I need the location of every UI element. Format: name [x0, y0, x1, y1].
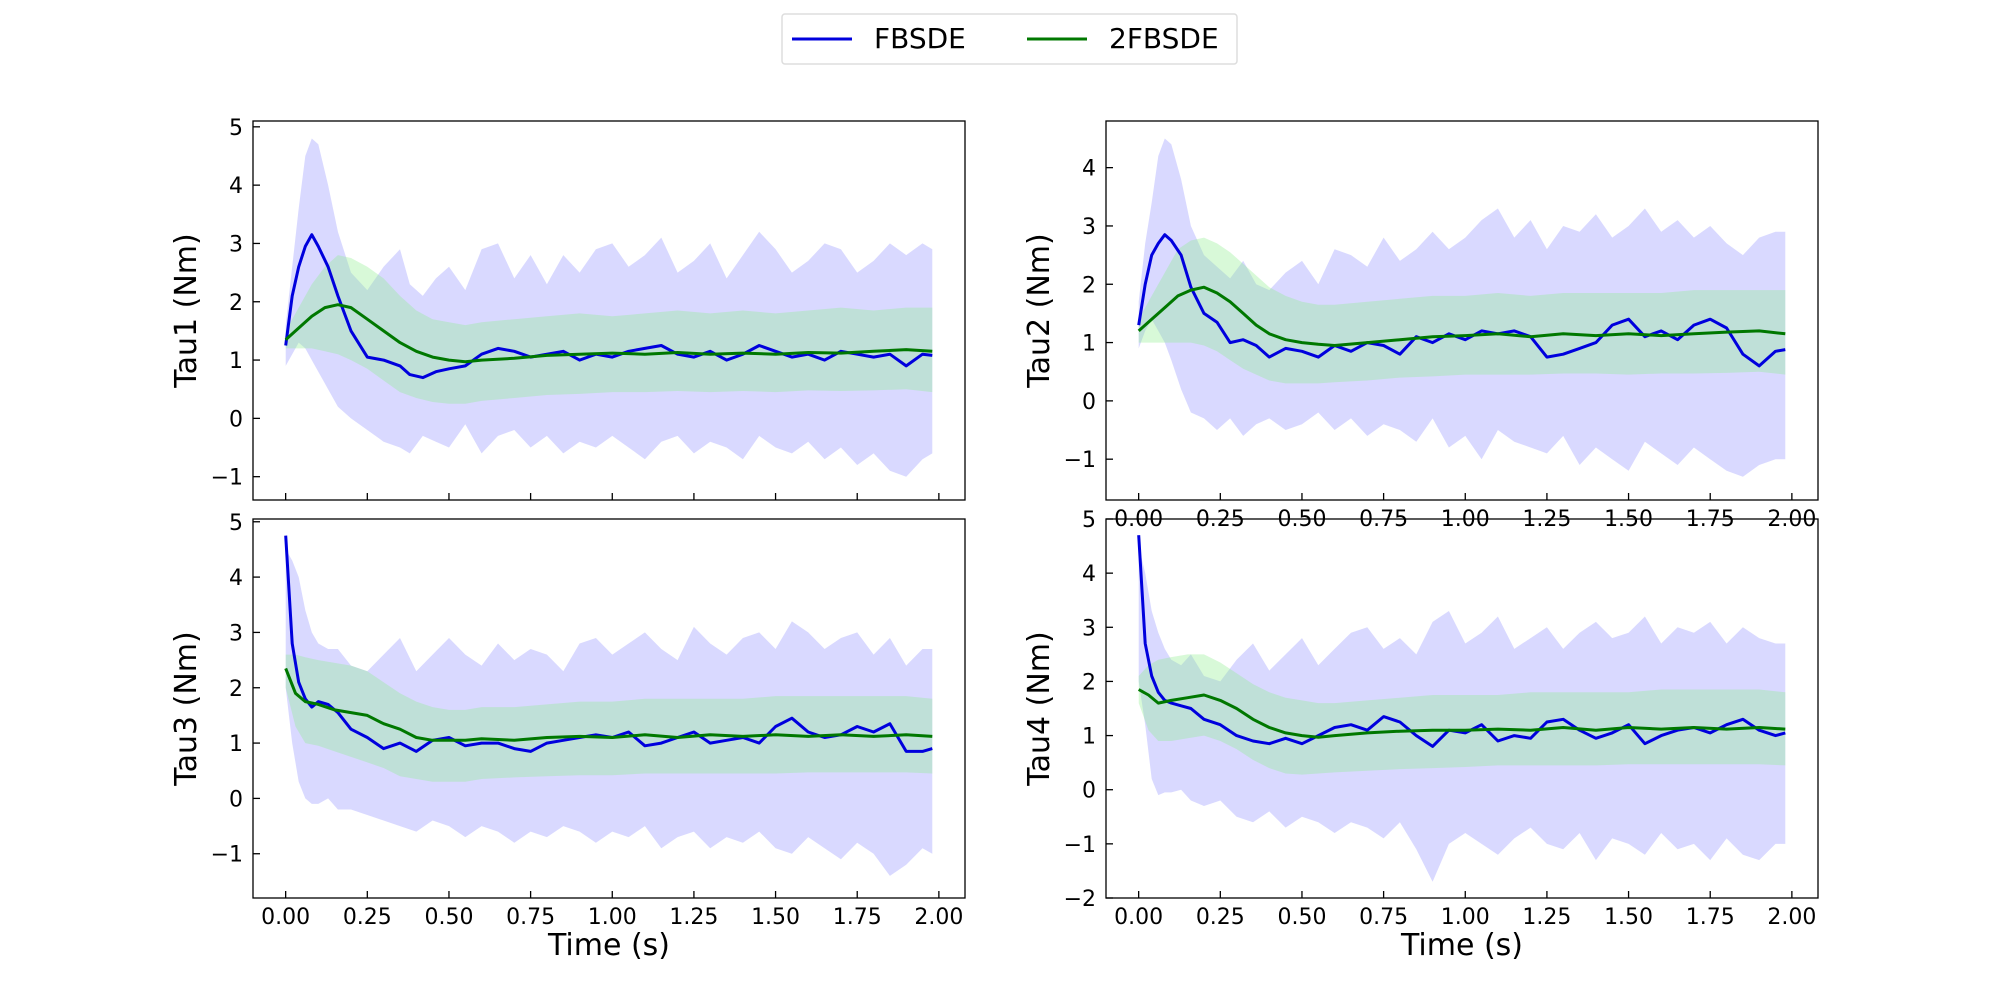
y-axis-label: Tau3 (Nm) [169, 631, 204, 786]
y-tick-label: 0 [1082, 779, 1096, 804]
axes-frame [1105, 518, 1819, 899]
series-line-fbsde [1137, 535, 1786, 748]
panel-tau1: −1 0 1 2 3 4 5 Tau1 (Nm) [169, 116, 966, 501]
x-tick-label: 1.00 [1441, 905, 1490, 930]
y-tick-label: 2 [1082, 273, 1096, 298]
y-tick-label: 3 [1082, 215, 1096, 240]
y-tick-label: 0 [229, 407, 243, 432]
y-tick-label: 4 [1082, 157, 1096, 182]
x-tick-label: 1.00 [588, 905, 637, 930]
y-tick-label: 3 [1082, 616, 1096, 641]
y-tick-label: 0 [229, 787, 243, 812]
x-axis-label: Time (s) [547, 928, 670, 963]
y-tick-label: 4 [229, 174, 243, 199]
axes-frame [252, 120, 966, 501]
y-tick-label: 4 [1082, 562, 1096, 587]
plot-area [1137, 138, 1786, 477]
y-tick-label: 5 [229, 511, 243, 536]
x-tick-label: 0.50 [1277, 905, 1326, 930]
series-line-2fbsde [284, 303, 933, 364]
band-2fbsde [285, 654, 933, 782]
panel-tau3: 0.00 0.25 0.50 0.75 1.00 1.25 1.50 1.75 2.00 −1 0 1… [169, 511, 966, 963]
legend-label-2fbsde: 2FBSDE [1109, 22, 1219, 55]
legend: FBSDE 2FBSDE [781, 13, 1238, 65]
x-axis-label: Time (s) [1400, 928, 1523, 963]
x-tick-label: 0.00 [1114, 905, 1163, 930]
y-axis-label: Tau1 (Nm) [169, 233, 204, 388]
x-tick-label: 0.50 [424, 905, 473, 930]
y-tick-label: 5 [229, 116, 243, 141]
x-tick-label: 0.25 [343, 905, 392, 930]
y-tick-label: −1 [211, 466, 243, 491]
series-line-2fbsde [1137, 285, 1786, 347]
y-tick-label: 1 [229, 349, 243, 374]
y-tick-label: 2 [229, 677, 243, 702]
x-tick-label: 1.50 [751, 905, 800, 930]
x-tick-label: 2.00 [1767, 905, 1816, 930]
x-tick-label: 0.00 [261, 905, 310, 930]
band-fbsde [285, 549, 933, 876]
x-tick-label: 2.00 [914, 905, 963, 930]
y-tick-label: 5 [1082, 508, 1096, 533]
y-axis-label: Tau4 (Nm) [1022, 631, 1057, 786]
y-tick-label: 2 [229, 291, 243, 316]
plot-area [284, 138, 933, 477]
x-tick-label: 1.50 [1604, 905, 1653, 930]
band-2fbsde [1138, 237, 1786, 384]
x-tick-label: 0.75 [1359, 905, 1408, 930]
panel-tau4: 0.00 0.25 0.50 0.75 1.00 1.25 1.50 1.75 2.00 −2 −1… [1022, 508, 1819, 963]
plot-area [1137, 535, 1786, 882]
y-tick-label: −1 [1064, 833, 1096, 858]
band-fbsde [285, 138, 933, 477]
y-axis-label: Tau2 (Nm) [1022, 233, 1057, 388]
series-line-2fbsde [284, 667, 933, 742]
y-tick-label: 3 [229, 621, 243, 646]
y-tick-label: 2 [1082, 670, 1096, 695]
y-tick-label: −1 [211, 843, 243, 868]
panel-tau2: 0.00 0.25 0.50 0.75 1.00 1.25 1.50 1.75 2.00−101… [1022, 120, 1819, 532]
y-tick-label: 4 [229, 566, 243, 591]
x-tick-label: 0.75 [506, 905, 555, 930]
y-tick-label: 1 [229, 732, 243, 757]
plot-area [284, 535, 933, 876]
band-2fbsde [285, 255, 933, 404]
band-fbsde [1138, 546, 1786, 882]
series-line-2fbsde [1137, 688, 1786, 739]
axes-frame [252, 518, 966, 899]
x-tick-label: 1.75 [1686, 905, 1735, 930]
x-tick-label: 1.25 [669, 905, 718, 930]
axes-frame [1105, 120, 1819, 501]
legend-frame [781, 13, 1238, 65]
x-tick-label: 1.75 [833, 905, 882, 930]
legend-label-fbsde: FBSDE [874, 22, 966, 55]
y-tick-label: 3 [229, 232, 243, 257]
y-tick-label: 1 [1082, 332, 1096, 357]
x-tick-label: 1.25 [1522, 905, 1571, 930]
band-fbsde [1138, 138, 1786, 477]
y-tick-label: 0 [1082, 390, 1096, 415]
x-tick-label: 0.25 [1196, 905, 1245, 930]
y-tick-label: −1 [1064, 448, 1096, 473]
y-tick-label: 1 [1082, 725, 1096, 750]
y-tick-label: −2 [1064, 887, 1096, 912]
